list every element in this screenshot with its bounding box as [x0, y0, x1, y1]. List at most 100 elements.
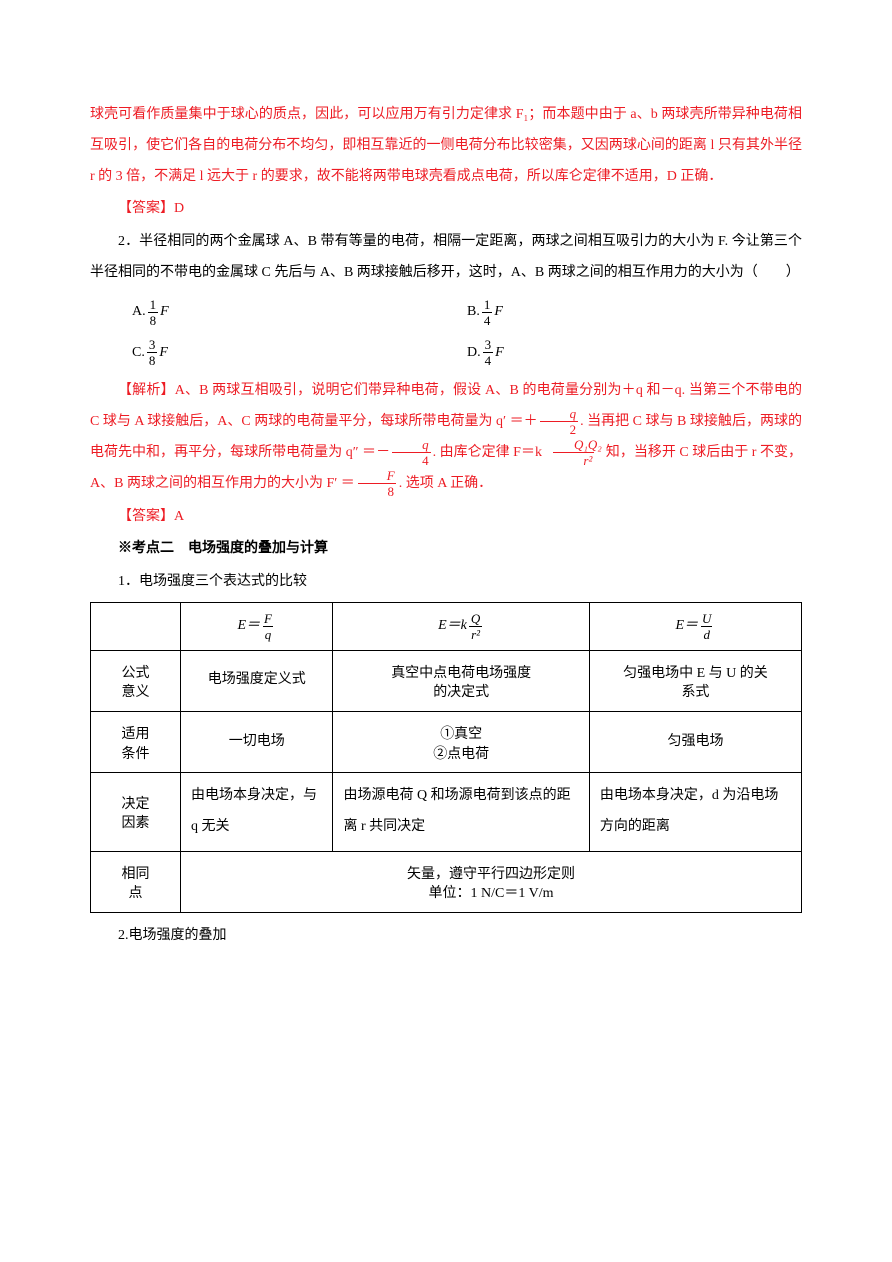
- option-a-tail: F: [160, 297, 169, 328]
- option-d-tail: F: [495, 338, 504, 369]
- option-a-frac: 18: [148, 298, 159, 327]
- header-blank: [91, 602, 181, 650]
- option-d: D. 34 F: [467, 338, 802, 369]
- question-2-number: 2．: [118, 234, 139, 249]
- option-a: A. 18 F: [132, 297, 467, 328]
- cell-cond-2: ①真空②点电荷: [333, 711, 589, 772]
- row-label-meaning: 公式意义: [91, 650, 181, 711]
- header-e1: E＝Fq: [181, 602, 333, 650]
- txt: ②点电荷: [433, 745, 489, 765]
- answer-1: 【答案】D: [90, 194, 802, 225]
- row-label-same: 相同点: [91, 851, 181, 912]
- frac-den: 8: [147, 352, 158, 367]
- e3-lhs: E＝: [675, 611, 698, 642]
- header-e3: E＝Ud: [589, 602, 801, 650]
- option-b-tail: F: [494, 297, 503, 328]
- table-header-row: E＝Fq E＝kQr² E＝Ud: [91, 602, 802, 650]
- analysis-2: 【解析】A、B 两球互相吸引，说明它们带异种电荷，假设 A、B 的电荷量分别为＋…: [90, 376, 802, 499]
- cell-cond-3: 匀强电场: [589, 711, 801, 772]
- txt: 单位：1 N/C＝1 V/m: [429, 884, 554, 904]
- options-grid: A. 18 F B. 14 F C. 38 F D. 34 F: [90, 297, 802, 369]
- answer-2-label: 【答案】: [118, 509, 174, 524]
- analysis-2-frac3: Q₁Q₂r²: [544, 438, 604, 467]
- frac-den: r²: [469, 626, 482, 641]
- frac-den: d: [701, 626, 712, 641]
- answer-1-label: 【答案】: [118, 201, 174, 216]
- frac-den: 4: [483, 352, 494, 367]
- answer-2: 【答案】A: [90, 502, 802, 533]
- frac-den: 2: [540, 421, 579, 436]
- txt: 的决定式: [433, 683, 489, 703]
- cell-factor-2: 由场源电荷 Q 和场源电荷到该点的距离 r 共同决定: [333, 773, 589, 852]
- cell-meaning-1: 电场强度定义式: [181, 650, 333, 711]
- frac-num: 1: [482, 298, 493, 312]
- frac-num: q: [540, 407, 579, 421]
- frac-den: q: [263, 626, 274, 641]
- keypoint-2-heading: ※考点二 电场强度的叠加与计算: [90, 534, 802, 565]
- frac-num: 3: [483, 338, 494, 352]
- frac-num: F: [262, 612, 274, 626]
- option-b-frac: 14: [482, 298, 493, 327]
- answer-2-value: A: [174, 509, 184, 524]
- txt: 矢量，遵守平行四边形定则: [407, 865, 575, 885]
- label-l1: 公式: [122, 664, 150, 684]
- header-e2: E＝kQr²: [333, 602, 589, 650]
- label-l2: 因素: [122, 814, 150, 834]
- frac-num: q: [392, 438, 431, 452]
- option-c-label: C.: [132, 338, 145, 369]
- frac-num: 1: [148, 298, 159, 312]
- row-label-condition: 适用条件: [91, 711, 181, 772]
- label-l1: 决定: [122, 795, 150, 815]
- label-l2: 条件: [122, 745, 150, 765]
- option-c-tail: F: [159, 338, 168, 369]
- cell-same-merged: 矢量，遵守平行四边形定则单位：1 N/C＝1 V/m: [181, 851, 802, 912]
- continuation-paragraph: 球壳可看作质量集中于球心的质点，因此，可以应用万有引力定律求 F₁；而本题中由于…: [90, 100, 802, 192]
- analysis-2-c: . 由库仑定律 F＝k: [433, 445, 542, 460]
- cell-meaning-2: 真空中点电荷电场强度的决定式: [333, 650, 589, 711]
- analysis-2-label: 【解析】: [118, 383, 175, 398]
- txt: ①真空: [440, 725, 482, 745]
- e2-lhs: E＝k: [438, 611, 467, 642]
- row-label-factor: 决定因素: [91, 773, 181, 852]
- subhead-2: 2.电场强度的叠加: [90, 921, 802, 952]
- analysis-2-e: . 选项 A 正确．: [399, 476, 492, 491]
- cell-factor-1: 由电场本身决定，与 q 无关: [181, 773, 333, 852]
- frac-den: 8: [358, 483, 397, 498]
- frac-num: U: [700, 612, 713, 626]
- label-l1: 相同: [122, 865, 150, 885]
- txt: 匀强电场中 E 与 U 的关: [623, 664, 768, 684]
- option-d-label: D.: [467, 338, 481, 369]
- cell-meaning-3: 匀强电场中 E 与 U 的关系式: [589, 650, 801, 711]
- analysis-2-frac1: q2: [540, 407, 579, 436]
- label-l2: 点: [129, 884, 143, 904]
- frac-den: 4: [392, 452, 431, 467]
- label-l1: 适用: [122, 725, 150, 745]
- frac-den: 8: [148, 312, 159, 327]
- option-d-frac: 34: [483, 338, 494, 367]
- comparison-table: E＝Fq E＝kQr² E＝Ud 公式意义 电场强度定义式 真空中点电荷电场强度…: [90, 602, 802, 913]
- cell-cond-1: 一切电场: [181, 711, 333, 772]
- frac-num: Q₁Q₂: [544, 438, 604, 452]
- frac-num: Q: [469, 612, 482, 626]
- option-a-label: A.: [132, 297, 146, 328]
- cell-factor-3: 由电场本身决定，d 为沿电场方向的距离: [589, 773, 801, 852]
- e1-lhs: E＝: [237, 611, 260, 642]
- frac-num: 3: [147, 338, 158, 352]
- frac-den: 4: [482, 312, 493, 327]
- question-2-text: 半径相同的两个金属球 A、B 带有等量的电荷，相隔一定距离，两球之间相互吸引力的…: [90, 234, 802, 280]
- frac-den: r²: [553, 452, 594, 467]
- txt: 真空中点电荷电场强度: [391, 664, 531, 684]
- option-b-label: B.: [467, 297, 480, 328]
- table-row-meaning: 公式意义 电场强度定义式 真空中点电荷电场强度的决定式 匀强电场中 E 与 U …: [91, 650, 802, 711]
- table-row-condition: 适用条件 一切电场 ①真空②点电荷 匀强电场: [91, 711, 802, 772]
- answer-1-value: D: [174, 201, 184, 216]
- subhead-1: 1．电场强度三个表达式的比较: [90, 567, 802, 598]
- frac-num: F: [357, 469, 397, 483]
- option-c-frac: 38: [147, 338, 158, 367]
- option-b: B. 14 F: [467, 297, 802, 328]
- analysis-2-frac2: q4: [392, 438, 431, 467]
- table-row-same: 相同点 矢量，遵守平行四边形定则单位：1 N/C＝1 V/m: [91, 851, 802, 912]
- table-row-factor: 决定因素 由电场本身决定，与 q 无关 由场源电荷 Q 和场源电荷到该点的距离 …: [91, 773, 802, 852]
- question-2: 2．半径相同的两个金属球 A、B 带有等量的电荷，相隔一定距离，两球之间相互吸引…: [90, 227, 802, 289]
- analysis-2-frac4: F8: [357, 469, 397, 498]
